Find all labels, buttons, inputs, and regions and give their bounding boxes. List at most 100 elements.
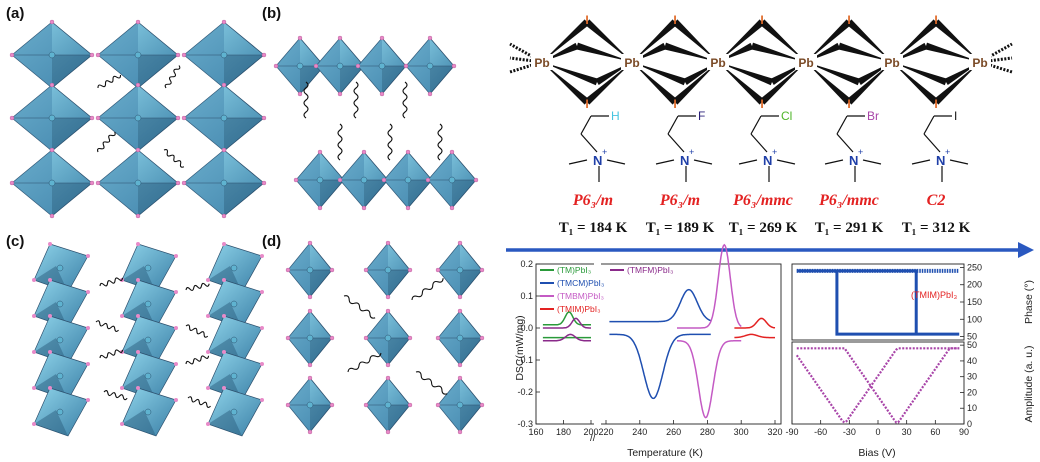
dsc-series-cooling xyxy=(542,333,591,342)
halogen-label: I xyxy=(954,109,957,123)
space-group-1: P6₃/m xyxy=(572,192,613,209)
octahedron-d xyxy=(285,375,335,435)
temperature-arrowhead xyxy=(1018,242,1034,258)
dsc-x-tick-label: 200 xyxy=(583,427,598,437)
pfm-phase-tick-label: 50 xyxy=(967,332,977,342)
cation-wave-b xyxy=(303,81,309,119)
panel-label-b: (b) xyxy=(262,5,281,22)
panel-label-a: (a) xyxy=(6,5,24,22)
dsc-x-tick-label: 180 xyxy=(556,427,571,437)
iodine-atom: I xyxy=(585,13,588,27)
halogen-label: Br xyxy=(867,109,879,123)
pfm-x-tick-label: 30 xyxy=(902,427,912,437)
pfm-amplitude-tick-label: 30 xyxy=(967,372,977,382)
charge-label: + xyxy=(689,147,694,157)
nitrogen-label: N xyxy=(593,153,602,168)
space-group-3: P6₃/mmc xyxy=(732,192,793,209)
pfm-phase-tick-label: 200 xyxy=(967,280,982,290)
iodine-atom: I xyxy=(585,97,588,111)
octahedron-d xyxy=(435,240,485,300)
octahedron-d xyxy=(285,308,335,368)
dsc-y-tick-label: -0.1 xyxy=(517,355,533,365)
dsc-y-tick-label: -0.3 xyxy=(517,419,533,429)
panel-label-d: (d) xyxy=(262,233,281,250)
nitrogen-label: N xyxy=(680,153,689,168)
charge-label: + xyxy=(858,147,863,157)
cation-wave-c xyxy=(99,349,124,359)
octahedron-b xyxy=(355,35,409,97)
octahedron-b xyxy=(381,149,435,211)
cation-wave-a xyxy=(96,131,116,153)
pfm-amplitude-tick-label: 50 xyxy=(967,340,977,350)
cation-wave-d xyxy=(411,278,444,301)
dsc-y-tick-label: 0.2 xyxy=(520,259,533,269)
cation-wave-d xyxy=(347,352,382,373)
space-group-5: C2 xyxy=(927,192,946,209)
dsc-legend-label: (TMIM)PbI₃ xyxy=(557,304,601,314)
dsc-x-tick-label: 280 xyxy=(700,427,715,437)
octahedron-b xyxy=(273,35,327,97)
dsc-x-tick-label: 300 xyxy=(734,427,749,437)
nitrogen-label: N xyxy=(936,153,945,168)
octahedron-a xyxy=(181,19,267,91)
cation-wave-b xyxy=(387,123,393,161)
octahedron-a xyxy=(181,147,267,219)
pfm-phase-frame xyxy=(791,263,965,341)
dsc-legend-label: (TM)PbI₃ xyxy=(557,265,591,275)
lead-atom: Pb xyxy=(798,56,813,70)
octahedron-a xyxy=(9,19,95,91)
dsc-x-axis-label: Temperature (K) xyxy=(627,447,703,459)
halogen-label: H xyxy=(611,109,620,123)
pfm-phase-tick-label: 250 xyxy=(967,262,982,272)
cation-wave-c xyxy=(99,277,124,287)
iodine-atom: I xyxy=(847,13,850,27)
pfm-x-tick-label: 90 xyxy=(959,427,969,437)
cation-wave-d xyxy=(415,371,448,395)
halogen-label: Cl xyxy=(781,109,792,123)
pfm-phase-loop xyxy=(796,269,960,336)
pfm-x-tick-label: -90 xyxy=(785,427,798,437)
iodine-atom: I xyxy=(760,13,763,27)
dsc-axis-break: // xyxy=(590,433,596,444)
cation-wave-c xyxy=(103,390,128,401)
iodine-atom: I xyxy=(673,97,676,111)
dsc-series-cooling xyxy=(677,340,742,419)
transition-temperature-4: T₁ = 291 K xyxy=(815,220,884,236)
cation-wave-b xyxy=(337,123,343,161)
octahedron-a xyxy=(9,147,95,219)
pfm-x-tick-label: 60 xyxy=(930,427,940,437)
octahedron-d xyxy=(363,240,413,300)
cation-wave-d xyxy=(343,295,376,319)
octahedron-b xyxy=(403,35,457,97)
charge-label: + xyxy=(945,147,950,157)
iodine-atom: I xyxy=(760,97,763,111)
octahedron-b xyxy=(337,149,391,211)
transition-temperature-2: T₁ = 189 K xyxy=(646,220,715,236)
cation-wave-c xyxy=(187,396,211,409)
iodine-atom: I xyxy=(847,97,850,111)
dsc-series-cooling xyxy=(734,333,775,339)
cation-wave-a xyxy=(97,74,122,89)
octahedron-b xyxy=(425,149,479,211)
cation-wave-b xyxy=(437,123,443,161)
transition-temperature-5: T₁ = 312 K xyxy=(902,220,971,236)
pfm-phase-tick-label: 100 xyxy=(967,314,982,324)
pfm-x-tick-label: -30 xyxy=(843,427,856,437)
cation-3: Cl N+ xyxy=(738,109,796,182)
octahedral-chain-c xyxy=(120,242,178,437)
bond-hatch xyxy=(509,42,543,64)
dsc-x-tick-label: 260 xyxy=(666,427,681,437)
lead-atom: Pb xyxy=(884,56,899,70)
cation-5: I N+ xyxy=(911,109,969,182)
octahedron-d xyxy=(363,375,413,435)
nitrogen-label: N xyxy=(763,153,772,168)
dsc-series-heating xyxy=(677,243,742,329)
dsc-y-tick-label: 0.1 xyxy=(520,291,533,301)
halogen-label: F xyxy=(698,109,705,123)
pfm-amplitude-branch-right xyxy=(796,347,960,424)
cation-wave-a xyxy=(163,148,185,168)
lead-atom: Pb xyxy=(710,56,725,70)
dsc-series-heating xyxy=(609,288,712,323)
